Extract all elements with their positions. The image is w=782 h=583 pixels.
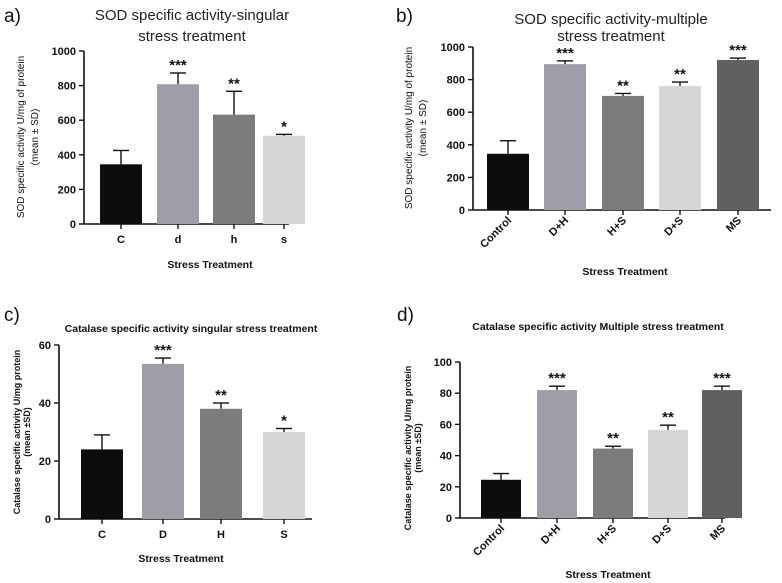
bar-a-d <box>157 84 199 224</box>
panel-label-c: c) <box>4 305 20 326</box>
x-tick-label-d-d-h: D+H <box>539 523 563 547</box>
y-tick-label-b-1000: 1000 <box>441 42 465 54</box>
y-tick-label-b-400: 400 <box>447 140 465 152</box>
x-tick-label-b-ms: MS <box>724 215 744 235</box>
y-tick-label-d-20: 20 <box>440 482 452 494</box>
y-tick-label-d-0: 0 <box>446 513 452 525</box>
y-tick-label-b-0: 0 <box>459 205 465 217</box>
significance-d-h-s: ** <box>607 430 619 447</box>
bar-b-d-h <box>544 64 586 211</box>
y-tick-label-a-400: 400 <box>58 150 76 162</box>
x-tick-label-b-d-s: D+S <box>662 215 686 239</box>
significance-c-d: *** <box>154 342 172 359</box>
y-axis-label-c-line-2: (mean ±SD) <box>22 407 32 456</box>
chart-title-c-line-1: Catalase specific activity singular stre… <box>65 323 318 335</box>
y-axis-label-b-line-1: SOD specific activity U/mg of protein <box>404 47 415 209</box>
y-axis-label-b-line-2: (mean ± SD) <box>418 100 429 157</box>
bar-d-h-s <box>593 448 633 518</box>
bar-c-d <box>142 363 184 519</box>
x-tick-label-c-s: S <box>280 529 287 541</box>
x-tick-label-d-control: Control <box>471 523 507 559</box>
chart-title-b-line-2: stress treatment <box>557 28 665 45</box>
bar-a-c <box>100 164 142 224</box>
y-tick-label-c-20: 20 <box>39 456 51 468</box>
significance-a-s: * <box>281 118 287 135</box>
x-tick-label-c-c: C <box>98 529 106 541</box>
y-tick-label-c-40: 40 <box>39 398 51 410</box>
x-tick-label-c-h: H <box>217 529 225 541</box>
bar-b-h-s <box>602 95 644 210</box>
x-axis-title-b: Stress Treatment <box>582 266 668 278</box>
significance-a-h: ** <box>228 75 240 92</box>
y-axis-label-a-line-2: (mean ± SD) <box>30 109 41 166</box>
x-tick-label-d-h-s: H+S <box>595 523 619 547</box>
bar-d-ms <box>702 390 742 518</box>
y-tick-label-b-200: 200 <box>447 172 465 184</box>
significance-d-d-s: ** <box>662 409 674 426</box>
x-tick-label-d-ms: MS <box>708 523 728 543</box>
panel-label-b: b) <box>396 6 413 27</box>
bar-d-d-s <box>648 429 688 518</box>
x-tick-label-d-d-s: D+S <box>650 523 674 547</box>
y-tick-label-a-800: 800 <box>58 81 76 93</box>
x-tick-label-b-control: Control <box>478 215 514 251</box>
x-axis-title-d: Stress Treatment <box>565 569 651 581</box>
significance-b-ms: *** <box>729 42 747 59</box>
y-axis-label-d-line-2: (mean ±SD) <box>413 423 423 472</box>
significance-b-d-s: ** <box>674 66 686 83</box>
y-axis-label-d-line-1: Catalase specific activity U/mg protein <box>403 366 413 531</box>
x-tick-label-a-d: d <box>175 234 182 246</box>
significance-c-s: * <box>281 413 287 430</box>
bar-a-s <box>263 135 305 224</box>
chart-title-d-line-1: Catalase specific activity Multiple stre… <box>472 321 724 333</box>
y-tick-label-b-800: 800 <box>447 75 465 87</box>
bar-c-c <box>81 449 123 519</box>
y-tick-label-d-40: 40 <box>440 451 452 463</box>
bar-b-ms <box>717 60 759 210</box>
bar-a-h <box>213 114 255 224</box>
y-tick-label-a-1000: 1000 <box>52 46 76 58</box>
y-tick-label-a-600: 600 <box>58 115 76 127</box>
x-tick-label-a-h: h <box>231 234 238 246</box>
x-tick-label-b-d-h: D+H <box>547 215 571 239</box>
x-tick-label-b-h-s: H+S <box>605 215 629 239</box>
bar-c-s <box>263 432 305 519</box>
x-tick-label-a-s: s <box>281 234 287 246</box>
significance-d-ms: *** <box>713 370 731 387</box>
x-tick-label-c-d: D <box>159 529 167 541</box>
significance-b-h-s: ** <box>617 77 629 94</box>
y-tick-label-a-200: 200 <box>58 184 76 196</box>
panel-label-d: d) <box>397 305 414 326</box>
significance-b-d-h: *** <box>556 45 574 62</box>
chart-title-a-line-2: stress treatment <box>138 28 246 45</box>
x-tick-label-a-c: C <box>117 234 125 246</box>
chart-title-b-line-1: SOD specific activity-multiple <box>514 11 707 28</box>
chart-title-a-line-1: SOD specific activity-singular <box>95 7 289 24</box>
y-tick-label-c-60: 60 <box>39 340 51 352</box>
bar-d-control <box>481 479 521 518</box>
y-tick-label-d-100: 100 <box>434 357 452 369</box>
y-tick-label-a-0: 0 <box>70 219 76 231</box>
panel-label-a: a) <box>4 6 21 27</box>
y-tick-label-b-600: 600 <box>447 107 465 119</box>
y-axis-label-a-line-1: SOD specific activity U/mg of protein <box>16 56 27 218</box>
y-axis-label-c-line-1: Catalase specific activity U/mg protein <box>12 350 22 515</box>
bar-b-control <box>487 153 529 210</box>
significance-c-h: ** <box>215 387 227 404</box>
y-tick-label-d-60: 60 <box>440 419 452 431</box>
significance-a-d: *** <box>169 57 187 74</box>
bar-c-h <box>200 408 242 519</box>
y-tick-label-c-0: 0 <box>45 514 51 526</box>
y-tick-label-d-80: 80 <box>440 388 452 400</box>
bar-b-d-s <box>659 86 701 210</box>
significance-d-d-h: *** <box>548 370 566 387</box>
bar-d-d-h <box>537 390 577 518</box>
x-axis-title-c: Stress Treatment <box>138 553 224 565</box>
x-axis-title-a: Stress Treatment <box>167 259 253 271</box>
